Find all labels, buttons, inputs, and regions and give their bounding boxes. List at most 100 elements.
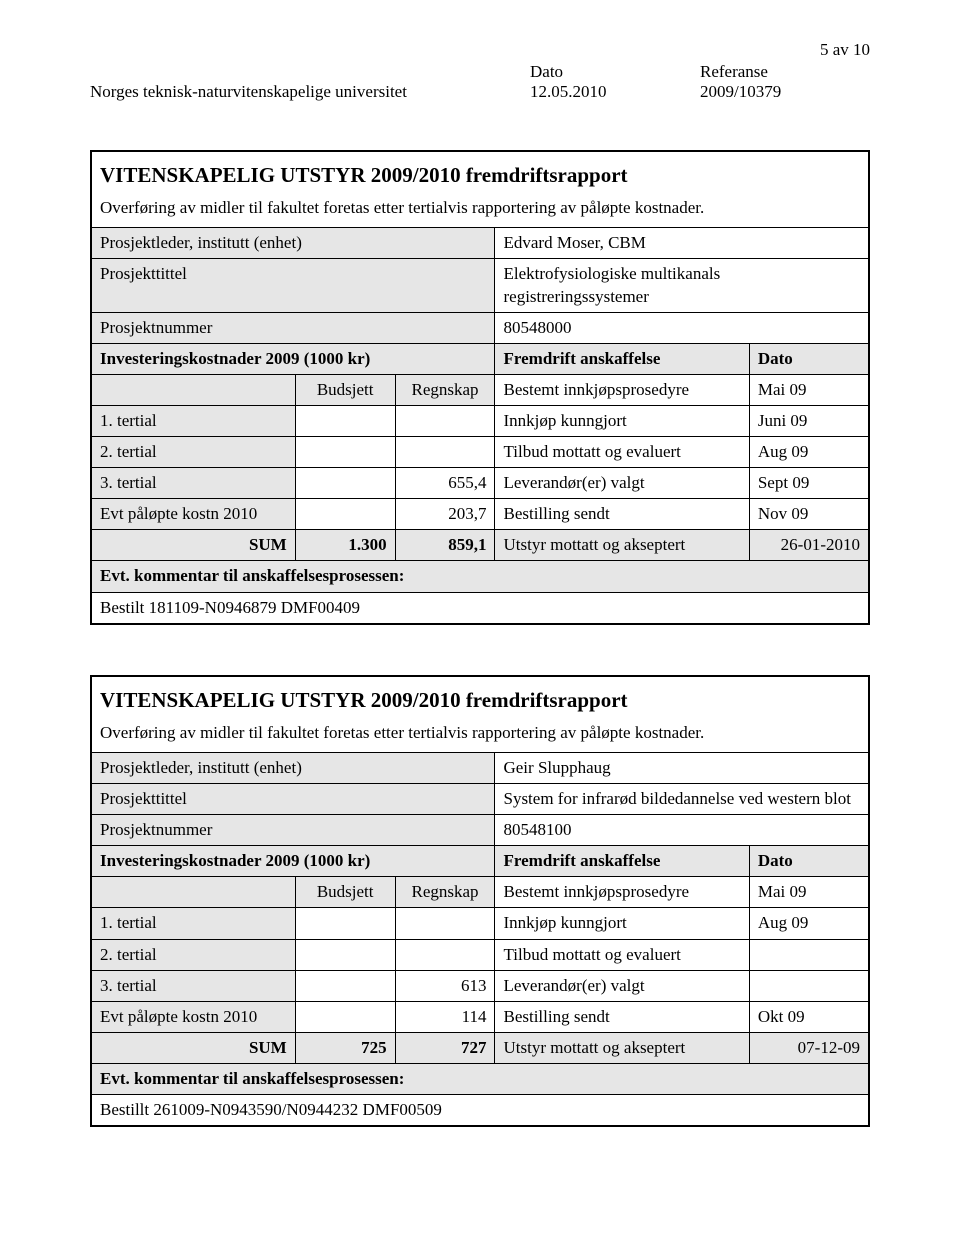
project-title-label: Prosjekttittel	[91, 784, 495, 815]
project-number-value: 80548100	[495, 815, 869, 846]
tertial3-budsjett	[295, 970, 395, 1001]
page: 5 av 10 Dato Referanse Norges teknisk-na…	[0, 0, 960, 1237]
budsjett-header: Budsjett	[295, 877, 395, 908]
project-number-label: Prosjektnummer	[91, 312, 495, 343]
tertial2-label: 2. tertial	[91, 437, 295, 468]
fremdrift-label: Fremdrift anskaffelse	[495, 343, 749, 374]
empty-cell	[91, 374, 295, 405]
report-title-cell: VITENSKAPELIG UTSTYR 2009/2010 fremdrift…	[91, 151, 869, 193]
leader-label: Prosjektleder, institutt (enhet)	[91, 753, 495, 784]
evt-kostn-regnskap: 203,7	[395, 499, 495, 530]
regnskap-header: Regnskap	[395, 877, 495, 908]
tertial1-budsjett	[295, 908, 395, 939]
ref-label: Referanse	[700, 62, 850, 82]
tertial3-regnskap: 655,4	[395, 468, 495, 499]
utstyr-label: Utstyr mottatt og akseptert	[495, 530, 749, 561]
leverandor-date	[749, 970, 869, 1001]
tertial2-label: 2. tertial	[91, 939, 295, 970]
leader-value: Edvard Moser, CBM	[495, 228, 869, 259]
project-number-label: Prosjektnummer	[91, 815, 495, 846]
org-name: Norges teknisk-naturvitenskapelige unive…	[90, 82, 407, 102]
date-label: Dato	[530, 62, 700, 82]
report-subtitle: Overføring av midler til fakultet foreta…	[91, 193, 869, 228]
sum-budsjett: 725	[295, 1032, 395, 1063]
tertial3-label: 3. tertial	[91, 468, 295, 499]
tertial3-label: 3. tertial	[91, 970, 295, 1001]
tilbud-label: Tilbud mottatt og evaluert	[495, 437, 749, 468]
innkjop-date: Juni 09	[749, 405, 869, 436]
kommentar-label: Evt. kommentar til anskaffelsesprosessen…	[91, 561, 869, 592]
kommentar-text: Bestilt 181109-N0946879 DMF00409	[91, 592, 869, 624]
leverandor-date: Sept 09	[749, 468, 869, 499]
date-value: 12.05.2010	[530, 82, 700, 102]
tertial1-regnskap	[395, 908, 495, 939]
sum-regnskap: 859,1	[395, 530, 495, 561]
tertial2-regnskap	[395, 939, 495, 970]
innkjop-date: Aug 09	[749, 908, 869, 939]
project-title-label: Prosjekttittel	[91, 259, 495, 312]
evt-kostn-label: Evt påløpte kostn 2010	[91, 499, 295, 530]
sum-budsjett: 1.300	[295, 530, 395, 561]
innkjop-label: Innkjøp kunngjort	[495, 908, 749, 939]
fremdrift-label: Fremdrift anskaffelse	[495, 846, 749, 877]
page-header: 5 av 10 Dato Referanse Norges teknisk-na…	[90, 40, 870, 120]
bestilling-date: Okt 09	[749, 1001, 869, 1032]
report-subtitle: Overføring av midler til fakultet foreta…	[91, 718, 869, 753]
leverandor-label: Leverandør(er) valgt	[495, 468, 749, 499]
utstyr-date: 07-12-09	[749, 1032, 869, 1063]
bestemt-label: Bestemt innkjøpsprosedyre	[495, 877, 749, 908]
bestilling-label: Bestilling sendt	[495, 1001, 749, 1032]
header-labels: Dato Referanse	[530, 62, 850, 82]
innkjop-label: Innkjøp kunngjort	[495, 405, 749, 436]
project-title-value: Elektrofysiologiske multikanals registre…	[495, 259, 869, 312]
dato-label: Dato	[749, 846, 869, 877]
empty-cell	[91, 877, 295, 908]
evt-kostn-label: Evt påløpte kostn 2010	[91, 1001, 295, 1032]
bestilling-label: Bestilling sendt	[495, 499, 749, 530]
kommentar-label: Evt. kommentar til anskaffelsesprosessen…	[91, 1063, 869, 1094]
bestilling-date: Nov 09	[749, 499, 869, 530]
report-title-cell: VITENSKAPELIG UTSTYR 2009/2010 fremdrift…	[91, 676, 869, 718]
tertial3-budsjett	[295, 468, 395, 499]
budsjett-header: Budsjett	[295, 374, 395, 405]
page-number: 5 av 10	[820, 40, 870, 60]
tertial1-label: 1. tertial	[91, 908, 295, 939]
invest-label: Investeringskostnader 2009 (1000 kr)	[91, 343, 495, 374]
utstyr-date: 26-01-2010	[749, 530, 869, 561]
utstyr-label: Utstyr mottatt og akseptert	[495, 1032, 749, 1063]
tertial2-regnskap	[395, 437, 495, 468]
kommentar-text: Bestillt 261009-N0943590/N0944232 DMF005…	[91, 1095, 869, 1127]
leader-value: Geir Slupphaug	[495, 753, 869, 784]
evt-kostn-budsjett	[295, 1001, 395, 1032]
report-title: VITENSKAPELIG UTSTYR 2009/2010 fremdrift…	[100, 688, 628, 712]
bestemt-date: Mai 09	[749, 877, 869, 908]
evt-kostn-regnskap: 114	[395, 1001, 495, 1032]
sum-label: SUM	[91, 1032, 295, 1063]
leverandor-label: Leverandør(er) valgt	[495, 970, 749, 1001]
tertial1-budsjett	[295, 405, 395, 436]
report-table-1: VITENSKAPELIG UTSTYR 2009/2010 fremdrift…	[90, 150, 870, 625]
project-title-value: System for infrarød bildedannelse ved we…	[495, 784, 869, 815]
project-number-value: 80548000	[495, 312, 869, 343]
bestemt-label: Bestemt innkjøpsprosedyre	[495, 374, 749, 405]
report-table-2: VITENSKAPELIG UTSTYR 2009/2010 fremdrift…	[90, 675, 870, 1128]
tertial1-label: 1. tertial	[91, 405, 295, 436]
invest-label: Investeringskostnader 2009 (1000 kr)	[91, 846, 495, 877]
bestemt-date: Mai 09	[749, 374, 869, 405]
dato-label: Dato	[749, 343, 869, 374]
tilbud-label: Tilbud mottatt og evaluert	[495, 939, 749, 970]
tertial2-budsjett	[295, 939, 395, 970]
regnskap-header: Regnskap	[395, 374, 495, 405]
header-values: 12.05.2010 2009/10379	[530, 82, 850, 102]
tertial3-regnskap: 613	[395, 970, 495, 1001]
sum-label: SUM	[91, 530, 295, 561]
report-title: VITENSKAPELIG UTSTYR 2009/2010 fremdrift…	[100, 163, 628, 187]
evt-kostn-budsjett	[295, 499, 395, 530]
ref-value: 2009/10379	[700, 82, 850, 102]
tertial2-budsjett	[295, 437, 395, 468]
tilbud-date: Aug 09	[749, 437, 869, 468]
leader-label: Prosjektleder, institutt (enhet)	[91, 228, 495, 259]
sum-regnskap: 727	[395, 1032, 495, 1063]
tilbud-date	[749, 939, 869, 970]
tertial1-regnskap	[395, 405, 495, 436]
